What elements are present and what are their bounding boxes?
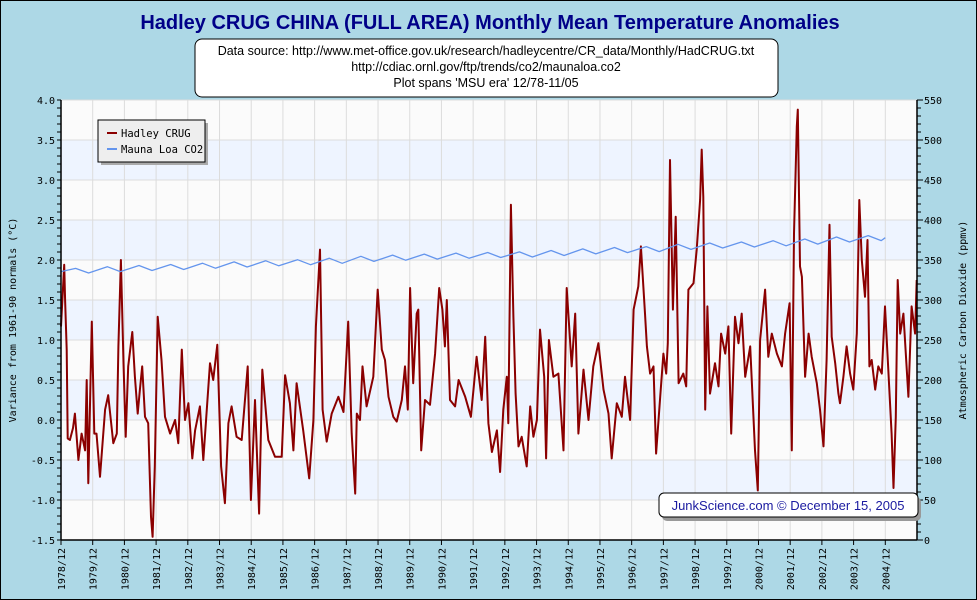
y-tick-label: -1.5 — [31, 536, 55, 547]
y2-tick-label: 300 — [924, 296, 942, 307]
y-tick-label: 4.0 — [37, 96, 55, 107]
y-tick-label: 1.5 — [37, 296, 55, 307]
x-tick-label: 1979/12 — [89, 548, 100, 590]
y2-tick-label: 250 — [924, 336, 942, 347]
legend-box — [97, 119, 206, 163]
y2-tick-label: 400 — [924, 216, 942, 227]
legend-label-co2: Mauna Loa CO2 — [121, 144, 203, 156]
plot-band — [61, 260, 917, 300]
series-line-hadley-crug — [60, 108, 918, 538]
x-tick-label: 1981/12 — [152, 548, 163, 590]
y2-axis-label: Atmospheric Carbon Dioxide (ppmv) — [958, 221, 969, 420]
x-tick-label: 1999/12 — [723, 548, 734, 590]
source-box — [194, 38, 779, 98]
y-tick-label: 1.0 — [37, 336, 55, 347]
x-tick-label: 1996/12 — [628, 548, 639, 590]
plot-band — [61, 340, 917, 380]
y-tick-label: 2.0 — [37, 256, 55, 267]
y2-tick-label: 50 — [924, 496, 936, 507]
x-tick-label: 1990/12 — [437, 548, 448, 590]
source-line-2: http://cdiac.ornl.gov/ftp/trends/co2/mau… — [351, 60, 621, 74]
plot-band — [61, 300, 917, 340]
y2-tick-label: 550 — [924, 96, 942, 107]
x-tick-label: 1992/12 — [501, 548, 512, 590]
y-tick-label: -0.5 — [31, 456, 55, 467]
x-tick-label: 1978/12 — [57, 548, 68, 590]
plot-band — [61, 220, 917, 260]
x-tick-label: 2003/12 — [850, 548, 861, 590]
x-tick-label: 1998/12 — [691, 548, 702, 590]
x-tick-label: 1980/12 — [120, 548, 131, 590]
x-tick-label: 2004/12 — [881, 548, 892, 590]
y2-tick-label: 0 — [924, 536, 930, 547]
credit-text: JunkScience.com © December 15, 2005 — [672, 498, 905, 513]
x-tick-label: 1993/12 — [533, 548, 544, 590]
y2-tick-label: 350 — [924, 256, 942, 267]
x-tick-label: 1994/12 — [564, 548, 575, 590]
x-tick-label: 1991/12 — [469, 548, 480, 590]
x-tick-label: 2000/12 — [754, 548, 765, 590]
plot-area — [61, 100, 917, 540]
series-line-mauna-loa-co2 — [60, 234, 886, 274]
x-tick-label: 1982/12 — [184, 548, 195, 590]
x-tick-label: 2002/12 — [818, 548, 829, 590]
x-tick-label: 1985/12 — [279, 548, 290, 590]
y-tick-label: -1.0 — [31, 496, 55, 507]
y-tick-label: 0.5 — [37, 376, 55, 387]
credit-annotation: JunkScience.com © December 15, 2005 — [658, 492, 921, 521]
legend-label-hadley: Hadley CRUG — [121, 128, 191, 140]
source-line-3: Plot spans 'MSU era' 12/78-11/05 — [393, 76, 578, 90]
y-tick-label: 0.0 — [37, 416, 55, 427]
x-tick-label: 1983/12 — [216, 548, 227, 590]
y2-tick-label: 200 — [924, 376, 942, 387]
x-tick-label: 1989/12 — [406, 548, 417, 590]
source-line-1: Data source: http://www.met-office.gov.u… — [218, 44, 755, 58]
series-lines — [60, 108, 918, 538]
y-tick-label: 2.5 — [37, 216, 55, 227]
x-tick-label: 1987/12 — [342, 548, 353, 590]
y2-tick-label: 100 — [924, 456, 942, 467]
x-tick-label: 2001/12 — [786, 548, 797, 590]
y-axis-label: Variance from 1961-90 normals (°C) — [8, 218, 19, 423]
chart-title: Hadley CRUG CHINA (FULL AREA) Monthly Me… — [140, 12, 839, 34]
x-tick-label: 1995/12 — [596, 548, 607, 590]
x-tick-label: 1986/12 — [311, 548, 322, 590]
y-tick-label: 3.5 — [37, 136, 55, 147]
y2-tick-label: 450 — [924, 176, 942, 187]
x-tick-label: 1984/12 — [247, 548, 258, 590]
y2-tick-label: 150 — [924, 416, 942, 427]
y-tick-label: 3.0 — [37, 176, 55, 187]
plot-band — [61, 180, 917, 220]
legend: Hadley CRUG Mauna Loa CO2 — [97, 119, 208, 165]
x-tick-label: 1988/12 — [374, 548, 385, 590]
x-tick-label: 1997/12 — [659, 548, 670, 590]
credit-box — [658, 492, 919, 518]
y2-tick-label: 500 — [924, 136, 942, 147]
